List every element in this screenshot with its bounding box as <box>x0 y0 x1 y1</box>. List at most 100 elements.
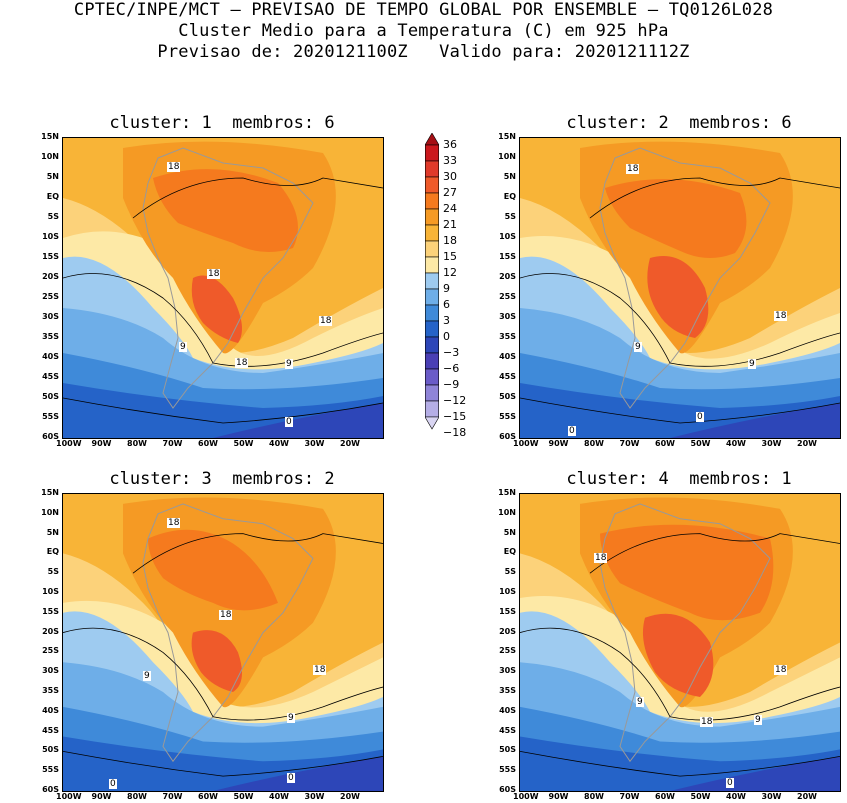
colorbar-tick-label: −15 <box>443 410 467 423</box>
lat-tick-label: 40S <box>42 705 59 715</box>
lat-tick-label: 20S <box>499 272 516 281</box>
contour-label: 9 <box>636 697 644 707</box>
lat-tick-label: 40S <box>499 352 516 361</box>
lat-tick-label: 10S <box>499 587 516 596</box>
header-line-2: Cluster Medio para a Temperatura (C) em … <box>178 21 669 41</box>
lon-tick-label: 50W <box>690 792 711 801</box>
lat-tick-label: 35S <box>42 332 59 341</box>
lon-tick-label: 50W <box>690 439 711 448</box>
lat-tick-label: 25S <box>499 292 516 301</box>
lat-tick-label: 15N <box>498 132 516 141</box>
panel-4-title: cluster: 4 membros: 1 <box>566 469 792 489</box>
lon-tick-label: 100W <box>56 792 82 801</box>
lat-tick-label: 5N <box>503 172 516 181</box>
lat-tick-label: 55S <box>42 412 59 421</box>
lon-tick-label: 80W <box>127 439 147 448</box>
panel-2-map: 18 18 9 9 0 0 <box>519 137 841 439</box>
lon-tick-label: 70W <box>619 439 640 448</box>
contour-label: 0 <box>285 417 293 427</box>
lat-tick-label: 10S <box>42 232 59 241</box>
lat-tick-label: 20S <box>42 626 59 636</box>
colorbar <box>424 132 440 441</box>
lat-tick-label: 45S <box>42 725 59 735</box>
colorbar-tick-label: 0 <box>443 330 450 343</box>
lon-tick-label: 40W <box>269 792 289 801</box>
contour-label: 18 <box>207 269 221 279</box>
lat-tick-label: 20S <box>42 272 59 281</box>
contour-label: 18 <box>774 311 788 321</box>
lat-tick-label: 15S <box>42 252 59 261</box>
lat-tick-label: 10N <box>498 152 516 161</box>
header-line-3: Previsao de: 2020121100Z Valido para: 20… <box>157 42 690 62</box>
panel-3-map: 18 18 18 9 9 0 0 <box>62 493 384 792</box>
colorbar-tick-label: 18 <box>443 234 457 247</box>
colorbar-tick-label: 21 <box>443 218 457 231</box>
lon-tick-label: 80W <box>584 792 604 801</box>
lat-tick-label: 60S <box>499 432 516 441</box>
lon-tick-label: 30W <box>761 439 782 448</box>
lat-tick-label: 25S <box>42 292 59 301</box>
colorbar-tick-label: 36 <box>443 138 457 151</box>
lon-tick-label: 80W <box>127 792 147 801</box>
lat-tick-label: 10S <box>499 232 516 241</box>
lat-tick-label: 30S <box>499 312 516 321</box>
lon-tick-label: 80W <box>584 439 604 448</box>
lon-tick-label: 40W <box>726 439 746 448</box>
colorbar-tick-label: 30 <box>443 170 457 183</box>
lat-tick-label: 5N <box>46 527 59 537</box>
lat-tick-label: 15S <box>499 606 516 616</box>
lon-tick-label: 20W <box>797 439 817 448</box>
lat-tick-label: 50S <box>499 392 516 401</box>
lon-tick-label: 100W <box>513 439 539 448</box>
lon-tick-label: 90W <box>91 792 112 801</box>
lon-tick-label: 60W <box>655 792 675 801</box>
lat-tick-label: EQ <box>503 547 516 557</box>
colorbar-tick-label: −6 <box>443 362 460 375</box>
contour-label: 0 <box>726 778 734 788</box>
contour-label: 18 <box>313 665 327 675</box>
lat-tick-label: 10N <box>41 507 59 517</box>
lat-tick-label: 5N <box>503 527 516 537</box>
contour-label: 0 <box>568 426 576 436</box>
lat-tick-label: EQ <box>46 192 59 201</box>
colorbar-tick-label: −3 <box>443 346 460 359</box>
contour-label: 18 <box>626 164 640 174</box>
lat-tick-label: 35S <box>499 332 516 341</box>
colorbar-tick-label: 24 <box>443 202 457 215</box>
lat-tick-label: 45S <box>499 372 516 381</box>
lat-tick-label: 15N <box>498 488 516 497</box>
lon-tick-label: 90W <box>548 439 569 448</box>
lon-tick-label: 40W <box>269 439 289 448</box>
colorbar-tick-label: 6 <box>443 298 450 311</box>
lon-tick-label: 90W <box>91 439 112 448</box>
header: CPTEC/INPE/MCT — PREVISAO DE TEMPO GLOBA… <box>0 0 847 63</box>
contour-label: 18 <box>774 665 788 675</box>
lon-tick-label: 70W <box>619 792 640 801</box>
lat-tick-label: 5S <box>504 567 516 577</box>
lat-tick-label: 20S <box>499 626 516 636</box>
lat-tick-label: 45S <box>499 725 516 735</box>
lon-tick-label: 40W <box>726 792 746 801</box>
lat-tick-label: EQ <box>46 547 59 557</box>
lon-tick-label: 60W <box>198 792 218 801</box>
lon-tick-label: 30W <box>304 792 325 801</box>
lat-tick-label: EQ <box>503 192 516 201</box>
lat-tick-label: 45S <box>42 372 59 381</box>
lat-tick-label: 40S <box>42 352 59 361</box>
lat-tick-label: 15N <box>41 132 59 141</box>
lat-tick-label: 15S <box>42 606 59 616</box>
contour-label: 0 <box>696 412 704 422</box>
colorbar-tick-label: −18 <box>443 426 467 439</box>
contour-label: 9 <box>179 342 187 352</box>
lon-tick-label: 30W <box>304 439 325 448</box>
lon-tick-label: 50W <box>233 792 254 801</box>
lat-tick-label: 55S <box>42 765 59 775</box>
lat-tick-label: 10S <box>42 587 59 596</box>
contour-label: 18 <box>700 717 714 727</box>
lon-tick-label: 100W <box>513 792 539 801</box>
lon-tick-label: 20W <box>797 792 817 801</box>
lat-tick-label: 5N <box>46 172 59 181</box>
colorbar-tick-label: 27 <box>443 186 457 199</box>
lat-tick-label: 60S <box>42 432 59 441</box>
lon-tick-label: 100W <box>56 439 82 448</box>
